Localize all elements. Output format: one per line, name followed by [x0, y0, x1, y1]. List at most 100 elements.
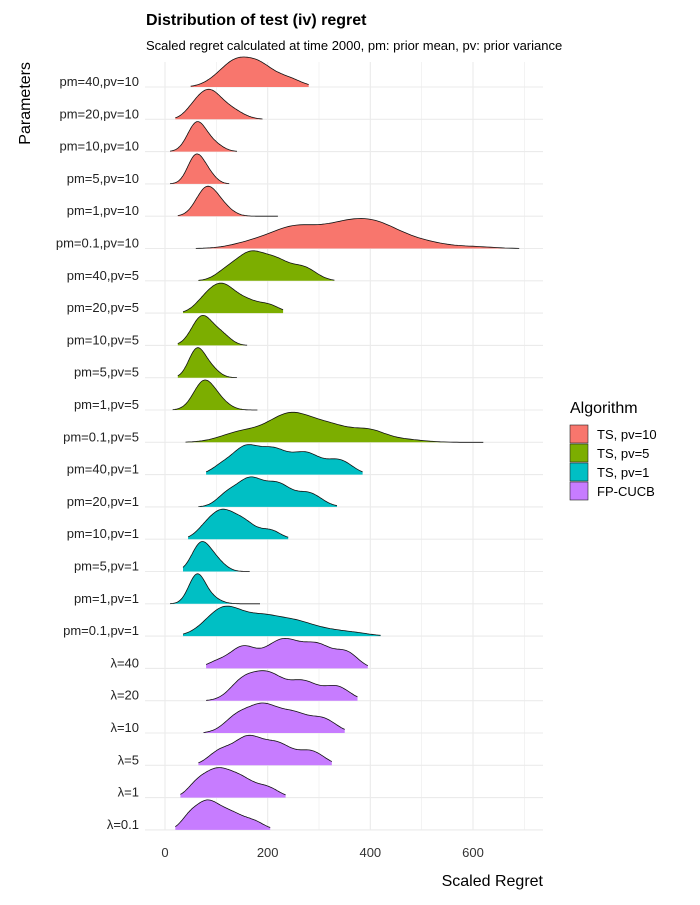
ridge-outline: [203, 702, 345, 733]
ridge-outline: [170, 573, 260, 605]
row-label-pm-1-pv-5: pm=1,pv=5: [74, 397, 139, 412]
x-tick-label-0: 0: [161, 845, 168, 860]
ridge-fill: [203, 703, 345, 733]
ridge-outline: [195, 218, 520, 249]
ridge-fill: [170, 573, 260, 604]
ridge-pm-1-pv-10: [177, 185, 278, 217]
ridge-pm-20-pv-5: [182, 282, 284, 314]
legend: Algorithm TS, pv=10 TS, pv=5 TS, pv=1 FP…: [569, 400, 657, 501]
ridge-outline: [205, 444, 363, 473]
row-label-pm-20-pv-10: pm=20,pv=10: [59, 106, 139, 121]
ridge-pm-10-pv-10: [170, 121, 237, 152]
row-label-pm-1-pv-10: pm=1,pv=10: [67, 203, 139, 218]
ridge-pm-0-1-pv-5: [185, 411, 484, 443]
chart-title: Distribution of test (iv) regret: [146, 12, 367, 29]
row-label-pm-5-pv-1: pm=5,pv=1: [74, 559, 139, 574]
ridge-pm-0-1-pv-1: [182, 605, 381, 637]
ridge-fill: [206, 638, 368, 669]
ridge-fill: [198, 735, 332, 766]
legend-swatch-fp-cucb: [569, 481, 589, 501]
legend-label-ts-pv5: TS, pv=5: [597, 446, 649, 461]
row-label-pm-5-pv-5: pm=5,pv=5: [74, 365, 139, 380]
ridge-outline: [177, 185, 278, 217]
x-tick-layer: 0 200 400 600: [161, 845, 483, 860]
ridge-pm-0-1-pv-10: [195, 218, 520, 249]
ridge-fill: [172, 380, 258, 410]
ridge-fill: [175, 799, 271, 830]
ridge-pm-5-pv-1: [182, 541, 250, 572]
ridge-pm-20-pv-1: [198, 476, 338, 507]
ridge-outline: [182, 605, 381, 636]
row-label-lambda-20: λ=20: [110, 688, 139, 703]
row-label-pm-40-pv-1: pm=40,pv=1: [67, 462, 139, 477]
ridge-layer: [170, 56, 520, 830]
ridge-outline: [198, 250, 335, 281]
ridge-outline: [206, 670, 358, 701]
ridge-fill: [183, 606, 381, 637]
row-label-pm-0-1-pv-1: pm=0.1,pv=1: [63, 623, 139, 638]
ridge-fill: [177, 186, 278, 217]
ridge-fill: [177, 347, 237, 378]
row-label-pm-0-1-pv-10: pm=0.1,pv=10: [56, 236, 139, 251]
ridge-fill: [170, 121, 237, 152]
ridge-outline: [180, 767, 286, 796]
ridge-fill: [183, 541, 250, 572]
ridge-fill: [206, 670, 358, 701]
row-label-pm-20-pv-1: pm=20,pv=1: [67, 494, 139, 509]
ridge-fill: [190, 57, 309, 87]
ridge-fill: [198, 250, 335, 281]
row-label-lambda-0-1: λ=0.1: [107, 817, 139, 832]
ridge-pm-5-pv-5: [177, 347, 237, 378]
row-label-pm-10-pv-5: pm=10,pv=5: [67, 332, 139, 347]
ridge-pm-40-pv-10: [190, 56, 309, 87]
ridge-outline: [198, 734, 332, 764]
ridge-lambda-0-1: [175, 799, 271, 830]
ridge-pm-10-pv-1: [187, 508, 289, 540]
x-tick-label-600: 600: [462, 845, 484, 860]
ridge-pm-40-pv-5: [198, 250, 335, 281]
ridge-outline: [177, 347, 237, 378]
ridge-lambda-10: [203, 702, 345, 733]
ridge-lambda-20: [206, 670, 358, 701]
ridge-outline: [190, 56, 309, 87]
row-label-pm-5-pv-10: pm=5,pv=10: [67, 171, 139, 186]
ridge-lambda-1: [180, 767, 286, 798]
row-label-pm-10-pv-1: pm=10,pv=1: [67, 526, 139, 541]
row-label-lambda-5: λ=5: [118, 752, 139, 767]
row-label-pm-10-pv-10: pm=10,pv=10: [59, 139, 139, 154]
ridge-fill: [180, 767, 286, 798]
row-label-pm-0-1-pv-5: pm=0.1,pv=5: [63, 429, 139, 444]
ridge-fill: [195, 218, 520, 249]
ridge-outline: [175, 799, 271, 828]
ridge-outline: [170, 153, 230, 185]
ridge-outline: [187, 508, 289, 538]
x-axis-label: Scaled Regret: [442, 873, 544, 890]
row-label-lambda-40: λ=40: [110, 655, 139, 670]
legend-label-fp-cucb: FP-CUCB: [597, 484, 655, 499]
ridge-outline: [205, 637, 368, 666]
row-label-pm-1-pv-1: pm=1,pv=1: [74, 591, 139, 606]
legend-label-ts-pv1: TS, pv=1: [597, 465, 649, 480]
ridge-outline: [172, 379, 258, 411]
ridge-pm-10-pv-5: [177, 315, 248, 346]
legend-swatch-ts-pv10: [569, 424, 589, 444]
row-label-lambda-1: λ=1: [118, 785, 139, 800]
ridge-outline: [175, 88, 263, 120]
ridge-fill: [170, 153, 230, 184]
ridge-pm-5-pv-10: [170, 153, 230, 185]
ridge-pm-1-pv-1: [170, 573, 260, 605]
x-tick-label-200: 200: [257, 845, 279, 860]
row-label-pm-40-pv-10: pm=40,pv=10: [59, 74, 139, 89]
row-label-layer: pm=40,pv=10 pm=20,pv=10 pm=10,pv=10 pm=5,pv…: [56, 74, 139, 832]
ridge-fill: [185, 412, 484, 443]
row-label-lambda-10: λ=10: [110, 720, 139, 735]
ridge-outline: [182, 541, 250, 572]
legend-label-ts-pv10: TS, pv=10: [597, 427, 657, 442]
legend-swatch-ts-pv5: [569, 443, 589, 463]
ridge-lambda-40: [205, 637, 368, 669]
x-tick-label-400: 400: [359, 845, 381, 860]
legend-title: Algorithm: [570, 400, 638, 417]
ridge-outline: [198, 476, 338, 507]
